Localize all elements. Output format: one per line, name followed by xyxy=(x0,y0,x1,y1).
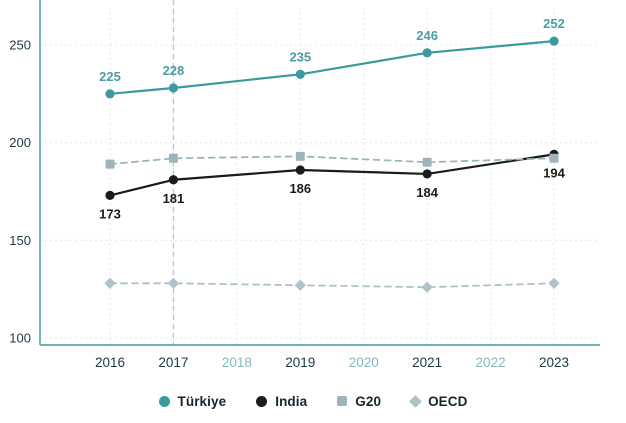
y-tick-label: 200 xyxy=(9,135,31,150)
data-label-0-2: 235 xyxy=(289,49,311,64)
x-tick-label-2019: 2019 xyxy=(285,355,315,370)
data-label-1-1: 181 xyxy=(163,191,185,206)
x-tick-label-2022: 2022 xyxy=(476,355,506,370)
data-label-0-0: 225 xyxy=(99,69,121,84)
point-3-4[interactable] xyxy=(548,278,560,289)
x-tick-label-2017: 2017 xyxy=(158,355,188,370)
point-2-3[interactable] xyxy=(422,157,432,167)
diamond-legend-marker-icon xyxy=(409,394,422,408)
circle-legend-marker-icon xyxy=(256,395,268,407)
point-2-2[interactable] xyxy=(295,151,305,161)
y-tick-label: 250 xyxy=(9,38,31,53)
x-tick-label-2021: 2021 xyxy=(412,355,442,370)
legend-item-1[interactable]: India xyxy=(256,394,307,409)
legend-label: India xyxy=(275,393,308,409)
point-3-3[interactable] xyxy=(421,281,433,293)
point-3-1[interactable] xyxy=(168,278,179,289)
point-0-2[interactable] xyxy=(295,69,305,79)
data-label-1-0: 173 xyxy=(99,206,121,221)
data-label-0-3: 246 xyxy=(416,28,438,43)
point-3-0[interactable] xyxy=(104,278,116,289)
legend-label: OECD xyxy=(428,393,468,409)
circle-legend-marker-icon xyxy=(158,395,170,407)
x-tick-label-2016: 2016 xyxy=(95,355,125,370)
point-1-2[interactable] xyxy=(295,165,305,175)
square-legend-marker-icon xyxy=(337,396,348,406)
point-2-4[interactable] xyxy=(549,153,559,163)
x-tick-label-2023: 2023 xyxy=(539,355,569,370)
point-1-0[interactable] xyxy=(105,190,115,201)
data-label-1-3: 184 xyxy=(416,185,438,200)
data-label-1-4: 194 xyxy=(543,165,565,180)
point-2-0[interactable] xyxy=(105,159,115,169)
data-label-0-1: 228 xyxy=(163,63,185,78)
legend-label: Türkiye xyxy=(177,393,227,409)
point-0-3[interactable] xyxy=(422,48,432,58)
chart-legend: Türkiye India G20 OECD xyxy=(0,380,626,422)
point-0-4[interactable] xyxy=(549,36,559,46)
point-0-1[interactable] xyxy=(168,83,179,93)
point-0-0[interactable] xyxy=(105,89,115,99)
point-3-2[interactable] xyxy=(295,280,306,291)
x-tick-label-2020: 2020 xyxy=(349,355,379,370)
point-1-3[interactable] xyxy=(422,169,432,179)
chart-plot-area[interactable]: 100 150 200 250 2016 2017 2018 2019 2020 2021 2022… xyxy=(0,0,626,380)
point-1-1[interactable] xyxy=(168,175,179,185)
data-label-1-2: 186 xyxy=(289,181,311,196)
y-tick-label: 100 xyxy=(9,331,31,346)
x-tick-label-2018: 2018 xyxy=(222,355,252,370)
data-label-0-4: 252 xyxy=(543,16,565,31)
legend-label: G20 xyxy=(355,393,382,409)
legend-item-2[interactable]: G20 xyxy=(337,394,381,409)
legend-item-3[interactable]: OECD xyxy=(409,393,468,409)
point-2-1[interactable] xyxy=(168,153,178,163)
legend-item-0[interactable]: Türkiye xyxy=(158,393,227,409)
y-tick-label: 150 xyxy=(9,233,31,248)
